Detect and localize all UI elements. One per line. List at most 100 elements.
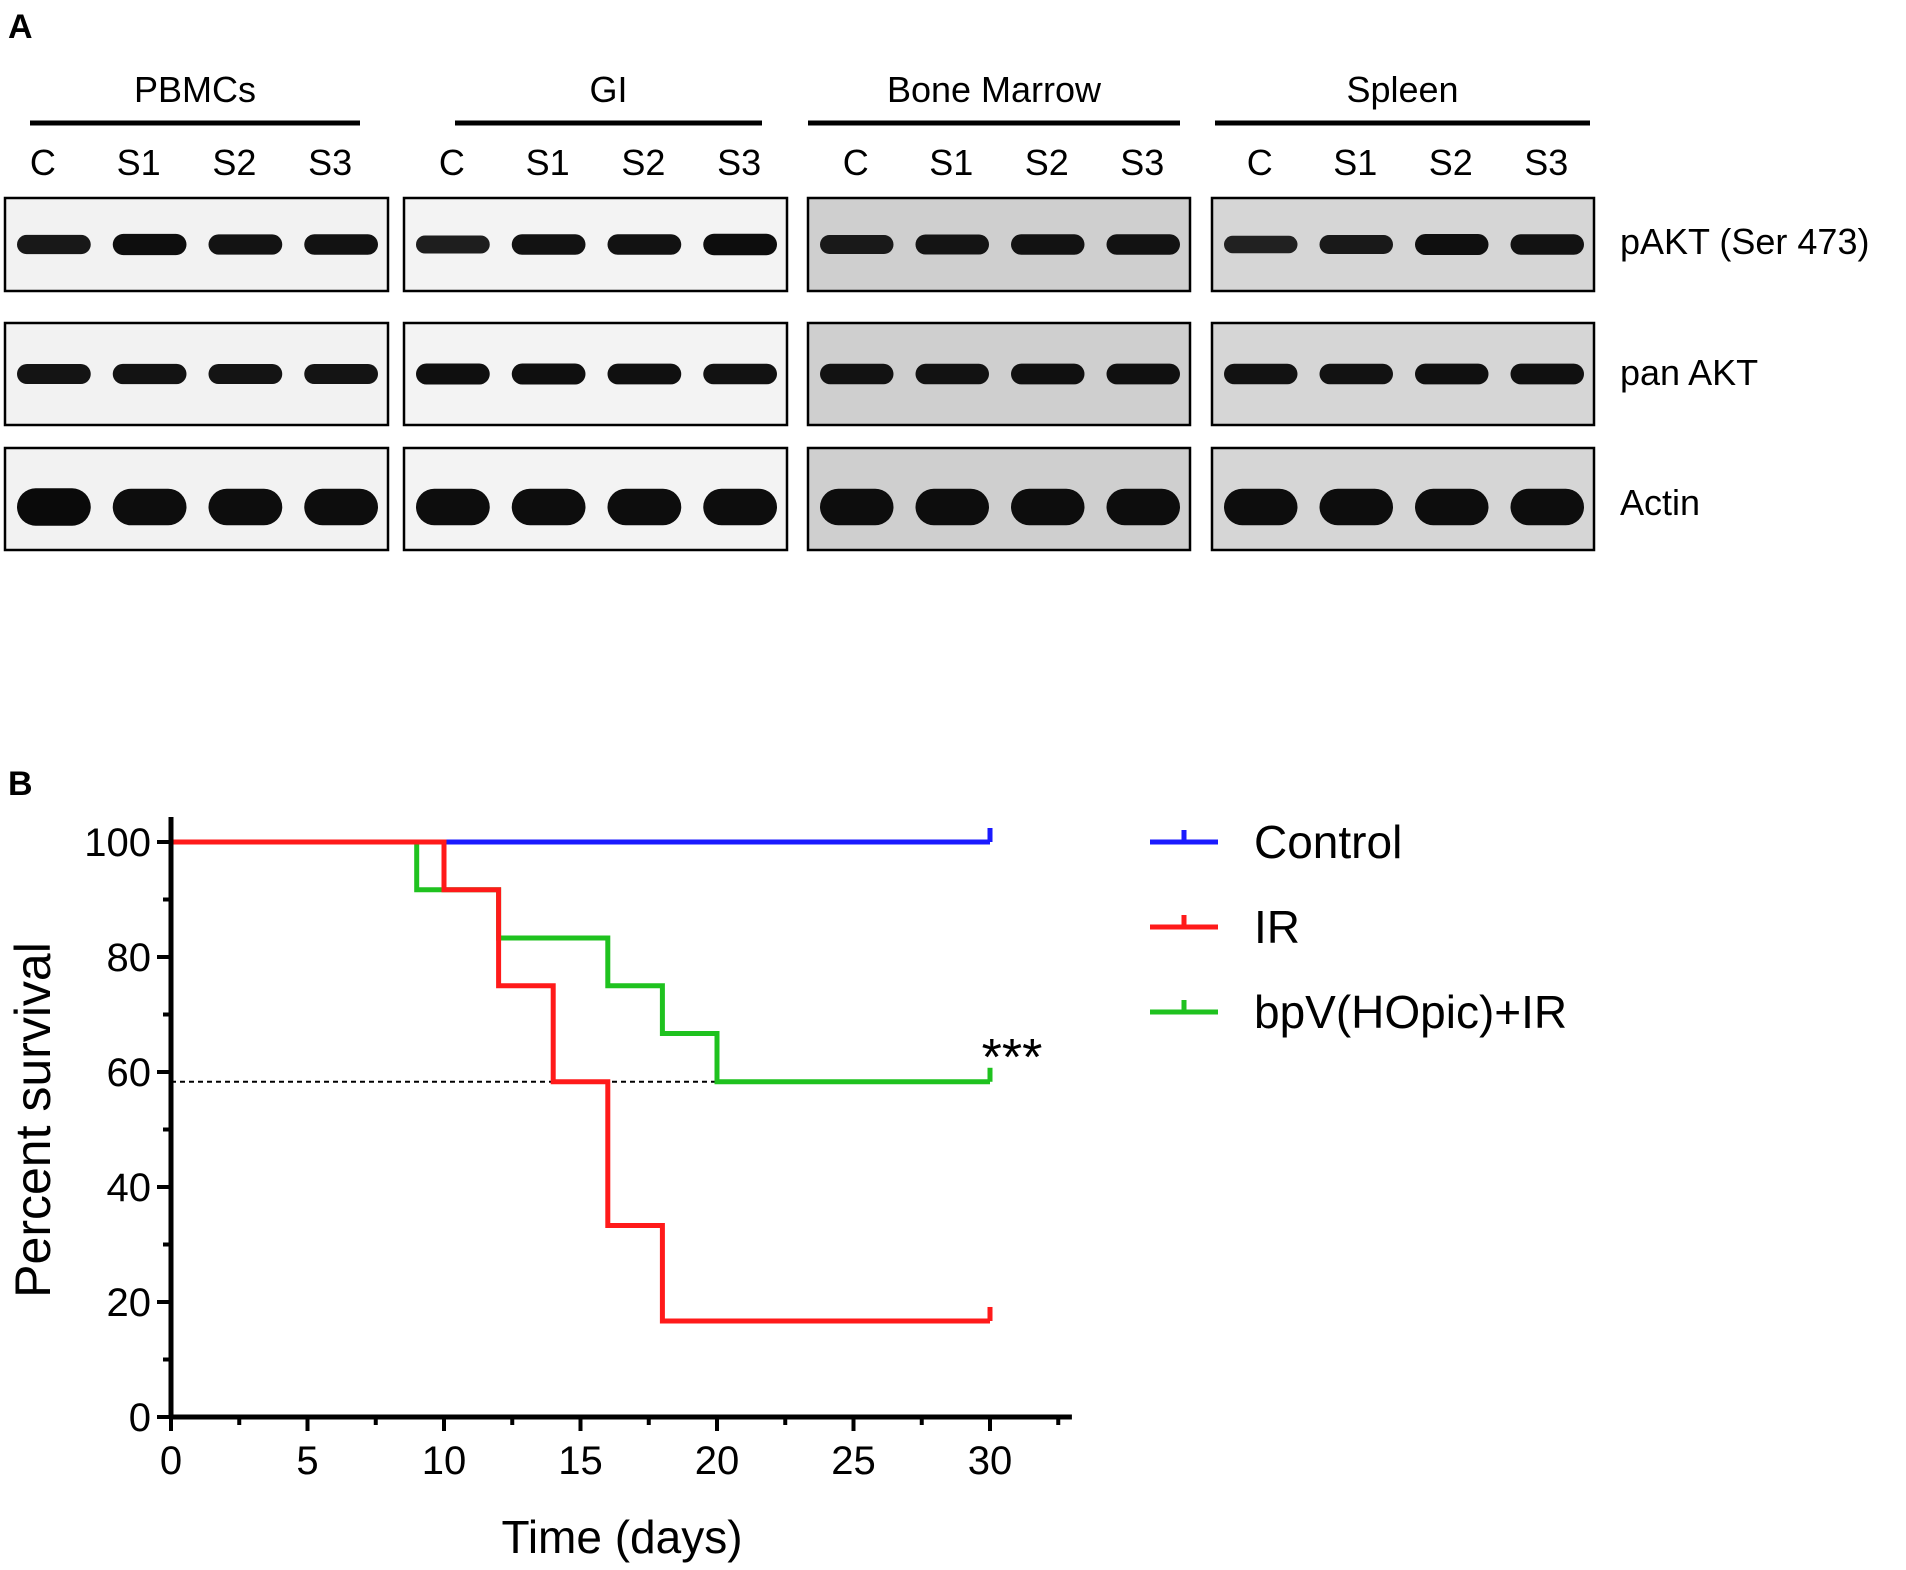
x-axis-label: Time (days) [501,1511,742,1563]
panel-b-label: B [8,765,33,803]
blot-band [820,235,894,254]
blot-band [511,234,586,255]
lane-label: S2 [621,142,665,183]
blot-band [1224,488,1298,526]
blot-band [112,233,187,256]
lane-label: S2 [212,142,256,183]
x-tick-label: 5 [296,1439,318,1483]
blot-band [820,363,894,385]
x-tick-label: 0 [160,1439,182,1483]
y-tick-label: 80 [107,936,152,980]
significance-marker: *** [982,1029,1043,1087]
blot-band [1415,363,1489,385]
legend-label: IR [1254,901,1300,953]
blot-row-label: pAKT (Ser 473) [1620,221,1869,262]
lane-label: S1 [929,142,973,183]
blot-band [1011,234,1085,255]
blot-band [208,234,283,255]
survival-line-bpv-hopic-ir [171,839,990,1085]
lane-label: S2 [1025,142,1069,183]
y-tick-label: 100 [84,821,151,865]
blot-band [416,235,490,254]
blot-band [1106,488,1180,526]
blot-band [208,364,283,384]
lane-label: S1 [117,142,161,183]
blot-band [1510,234,1584,255]
blot-row-label: Actin [1620,482,1700,523]
blot-band [1011,363,1085,385]
blot-band [208,488,283,526]
western-blot-panel: PBMCs C S1 S2 S3 GI C S1 S2 S3 Bone Marrow C S1 S2 S3 S… [3,69,1869,552]
blot-band [1319,363,1393,385]
lane-label: S2 [1429,142,1473,183]
blot-band [416,488,490,526]
blot-band [1415,234,1489,255]
legend: Control IR bpV(HOpic)+IR [1150,816,1567,1038]
blot-band [915,488,989,526]
y-tick-label: 20 [107,1281,152,1325]
blot-band [703,233,777,256]
lane-label: S3 [308,142,352,183]
tissue-label: PBMCs [134,69,256,110]
blot-band [607,234,682,255]
lane-label: C [30,142,56,183]
blot-band [1319,235,1393,254]
lane-label: C [1247,142,1273,183]
axes: 0 20 40 60 80 100 0 5 10 15 20 25 30 [84,817,1072,1483]
blot-band [607,488,682,526]
blot-band [703,363,777,385]
blot-band [915,234,989,255]
legend-label: Control [1254,816,1402,868]
tissue-label: Bone Marrow [887,69,1102,110]
lane-label: S1 [526,142,570,183]
tissue-label: GI [589,69,627,110]
blot-band [1415,488,1489,526]
blot-band [1224,235,1298,254]
lane-label: S3 [717,142,761,183]
blot-band [1510,363,1584,385]
panel-a-label: A [8,8,33,46]
blot-band [17,234,91,255]
x-tick-label: 20 [695,1439,740,1483]
x-tick-label: 30 [968,1439,1013,1483]
survival-chart: 0 20 40 60 80 100 0 5 10 15 20 25 30 Percent surviva… [5,816,1567,1563]
legend-label: bpV(HOpic)+IR [1254,986,1567,1038]
lane-label: S1 [1333,142,1377,183]
survival-line-ir [171,839,990,1324]
y-tick-label: 60 [107,1051,152,1095]
blot-band [1319,488,1393,526]
blot-band [511,363,586,385]
blot-band [17,364,91,384]
x-tick-label: 25 [831,1439,876,1483]
blot-band [1106,234,1180,255]
y-tick-label: 40 [107,1166,152,1210]
blot-band [820,488,894,526]
lane-label: S3 [1524,142,1568,183]
blot-band [607,363,682,385]
blot-band [17,488,91,526]
blot-band [1224,363,1298,385]
lane-label: C [439,142,465,183]
y-axis-label: Percent survival [5,942,61,1298]
blot-band [915,363,989,385]
blot-row-label: pan AKT [1620,352,1758,393]
y-tick-label: 0 [129,1396,151,1440]
blot-band [112,488,187,526]
lane-label: S3 [1120,142,1164,183]
blot-band [304,364,378,384]
x-tick-label: 15 [558,1439,603,1483]
blot-band [1510,488,1584,526]
blot-band [304,234,378,255]
plot-lines [171,828,993,1324]
blot-band [1106,363,1180,385]
blot-band [112,363,187,385]
blot-band [416,363,490,385]
blot-band [511,488,586,526]
lane-label: C [843,142,869,183]
tissue-label: Spleen [1346,69,1458,110]
x-tick-label: 10 [422,1439,467,1483]
blot-band [1011,488,1085,526]
blot-band [304,488,378,526]
blot-band [703,488,777,526]
